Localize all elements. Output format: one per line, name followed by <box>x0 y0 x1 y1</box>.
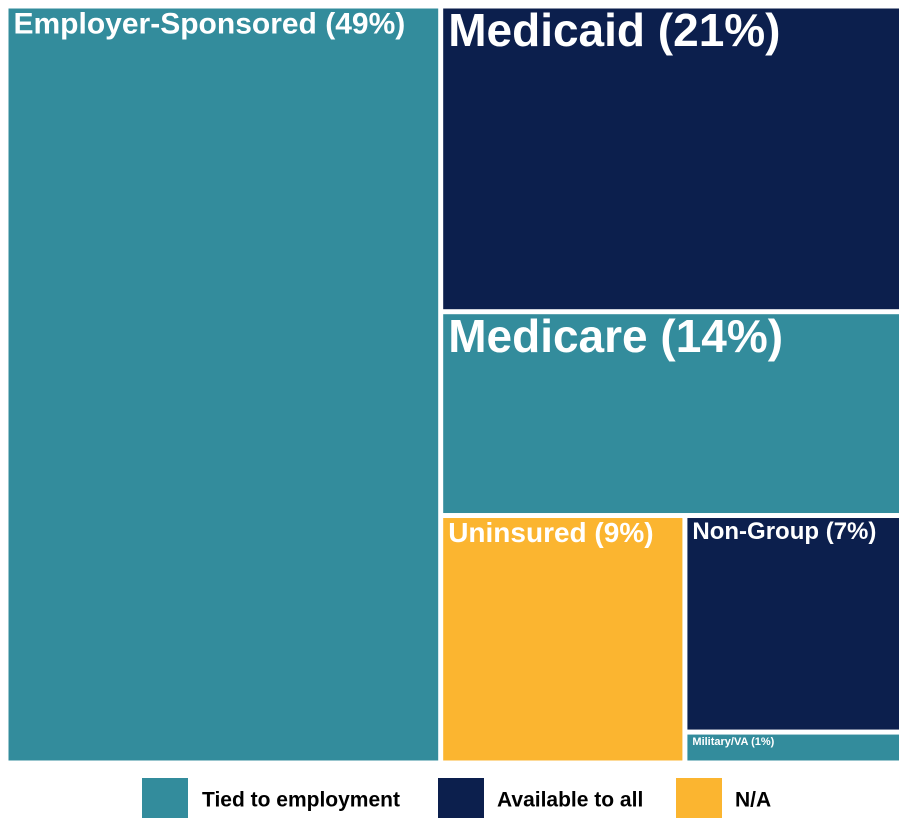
tile-label: Military/VA (1%) <box>692 736 774 748</box>
tile-label: Non-Group (7%) <box>692 518 876 545</box>
tile <box>8 8 439 761</box>
legend-swatch <box>438 778 484 818</box>
tile <box>687 518 899 730</box>
legend-swatch <box>676 778 722 818</box>
tile-label: Uninsured (9%) <box>448 517 653 548</box>
legend-label: Available to all <box>497 789 643 812</box>
legend-label: Tied to employment <box>202 789 400 812</box>
legend-swatch <box>142 778 188 818</box>
tile <box>443 518 683 761</box>
tile <box>687 734 899 761</box>
tile <box>443 314 899 514</box>
legend-label: N/A <box>735 789 771 812</box>
tile-label: Employer-Sponsored (49%) <box>14 7 406 40</box>
tile-label: Medicaid (21%) <box>448 4 780 56</box>
tile <box>443 8 899 310</box>
tile-label: Medicare (14%) <box>448 310 783 362</box>
